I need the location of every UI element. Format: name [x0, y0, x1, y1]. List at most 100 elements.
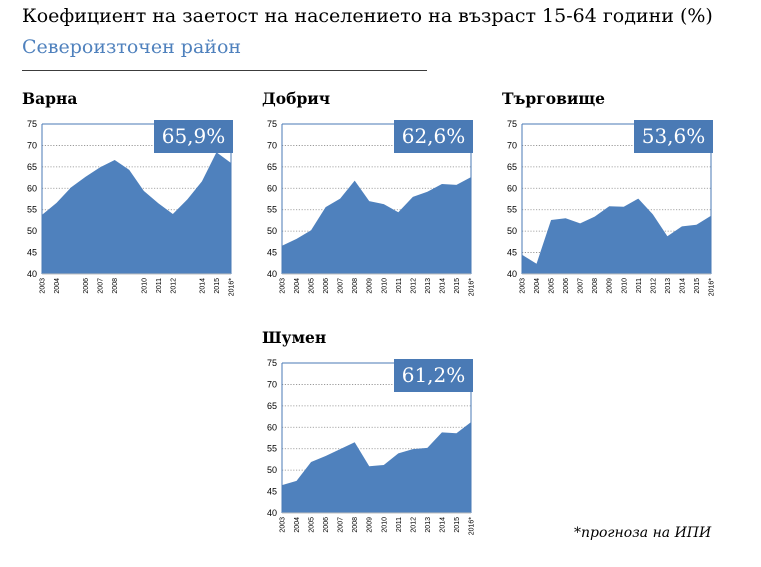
value-badge-label: 65,9% — [162, 124, 226, 148]
y-tick-label: 65 — [27, 162, 37, 172]
chart-svg: Варна 40 45 50 55 60 65 70 75 2003 2004 2006 2007 200… — [22, 89, 236, 297]
x-tick-label: 2009 — [367, 517, 374, 533]
x-tick-label: 2010 — [141, 278, 148, 294]
y-tick-label: 45 — [507, 248, 517, 258]
x-tick-label: 2016* — [469, 517, 476, 536]
x-tick-label: 2016* — [709, 278, 716, 297]
x-tick-label: 2008 — [592, 278, 599, 294]
x-tick-label: 2014 — [679, 278, 686, 294]
y-tick-label: 60 — [267, 183, 277, 193]
y-tick-label: 75 — [507, 119, 517, 129]
x-tick-label: 2013 — [425, 278, 432, 294]
x-tick-label: 2015 — [454, 517, 461, 533]
x-tick-label: 2016* — [229, 278, 236, 297]
x-tick-label: 2010 — [381, 278, 388, 294]
footnote: *прогноза на ИПИ — [574, 525, 712, 541]
value-badge — [634, 120, 713, 153]
chart-shumen: Шумен 40 45 50 55 60 65 70 75 2003 2004 2005 2006 200… — [262, 325, 492, 565]
x-tick-label: 2006 — [83, 278, 90, 294]
chart-dobrich: Добрич 40 45 50 55 60 65 70 75 2003 2004 2005 2006 20… — [262, 86, 492, 326]
value-badge — [154, 120, 233, 153]
x-tick-label: 2015 — [694, 278, 701, 294]
chart-svg: Търговище 40 45 50 55 60 65 70 75 2003 2004 2005 200… — [502, 89, 716, 297]
area-series — [282, 422, 471, 513]
x-tick-label: 2008 — [112, 278, 119, 294]
y-tick-label: 40 — [267, 508, 277, 518]
x-tick-label: 2012 — [410, 517, 417, 533]
x-tick-label: 2010 — [621, 278, 628, 294]
y-tick-label: 55 — [267, 205, 277, 215]
y-tick-label: 70 — [507, 140, 517, 150]
y-tick-label: 40 — [267, 269, 277, 279]
x-tick-label: 2011 — [636, 278, 643, 293]
y-tick-label: 60 — [267, 422, 277, 432]
y-tick-label: 50 — [27, 226, 37, 236]
chart-title: Варна — [22, 89, 77, 108]
x-tick-label: 2007 — [338, 517, 345, 533]
x-tick-label: 2013 — [665, 278, 672, 294]
x-tick-label: 2014 — [439, 278, 446, 294]
x-tick-label: 2006 — [323, 278, 330, 294]
x-tick-label: 2014 — [439, 517, 446, 533]
area-series — [522, 198, 711, 274]
y-tick-label: 50 — [267, 465, 277, 475]
y-tick-label: 70 — [27, 140, 37, 150]
x-tick-label: 2011 — [396, 517, 403, 532]
x-tick-label: 2004 — [534, 278, 541, 294]
x-tick-label: 2011 — [396, 278, 403, 293]
y-tick-label: 70 — [267, 140, 277, 150]
x-tick-label: 2003 — [280, 517, 287, 533]
y-tick-label: 70 — [267, 379, 277, 389]
x-tick-label: 2015 — [214, 278, 221, 294]
chart-varna: Варна 40 45 50 55 60 65 70 75 2003 2004 2006 2007 200… — [22, 86, 252, 326]
area-series — [42, 152, 231, 274]
value-badge-label: 53,6% — [642, 124, 706, 148]
x-tick-label: 2009 — [367, 278, 374, 294]
x-tick-label: 2003 — [280, 278, 287, 294]
y-tick-label: 45 — [27, 248, 37, 258]
x-tick-label: 2012 — [170, 278, 177, 294]
x-tick-label: 2008 — [352, 517, 359, 533]
y-tick-label: 50 — [267, 226, 277, 236]
y-tick-label: 60 — [507, 183, 517, 193]
x-tick-label: 2003 — [520, 278, 527, 294]
y-tick-label: 75 — [267, 119, 277, 129]
chart-svg: Шумен 40 45 50 55 60 65 70 75 2003 2004 2005 2006 200… — [262, 328, 476, 536]
x-tick-label: 2004 — [294, 278, 301, 294]
x-tick-label: 2010 — [381, 517, 388, 533]
y-tick-label: 75 — [27, 119, 37, 129]
y-tick-label: 65 — [267, 162, 277, 172]
chart-title: Добрич — [262, 89, 330, 108]
value-badge-label: 62,6% — [402, 124, 466, 148]
x-tick-label: 2007 — [98, 278, 105, 294]
x-tick-label: 2012 — [650, 278, 657, 294]
value-badge — [394, 359, 473, 392]
y-tick-label: 40 — [507, 269, 517, 279]
chart-title: Шумен — [262, 328, 326, 347]
x-tick-label: 2003 — [40, 278, 47, 294]
x-tick-label: 2014 — [199, 278, 206, 294]
value-badge-label: 61,2% — [402, 363, 466, 387]
x-tick-label: 2007 — [338, 278, 345, 294]
x-tick-label: 2005 — [309, 517, 316, 533]
x-tick-label: 2007 — [578, 278, 585, 294]
x-tick-label: 2006 — [563, 278, 570, 294]
x-tick-label: 2004 — [294, 517, 301, 533]
chart-title: Търговище — [502, 89, 605, 108]
chart-svg: Добрич 40 45 50 55 60 65 70 75 2003 2004 2005 2006 20… — [262, 89, 476, 297]
title-divider — [22, 70, 427, 71]
x-tick-label: 2008 — [352, 278, 359, 294]
y-tick-label: 65 — [507, 162, 517, 172]
page-subtitle: Североизточен район — [22, 36, 242, 58]
y-tick-label: 55 — [267, 444, 277, 454]
area-series — [282, 177, 471, 274]
y-tick-label: 45 — [267, 248, 277, 258]
x-tick-label: 2011 — [156, 278, 163, 293]
y-tick-label: 40 — [27, 269, 37, 279]
value-badge — [394, 120, 473, 153]
chart-targovishte: Търговище 40 45 50 55 60 65 70 75 2003 2004 2005 200… — [502, 86, 732, 326]
x-tick-label: 2016* — [469, 278, 476, 297]
y-tick-label: 45 — [267, 487, 277, 497]
page-title: Коефициент на заетост на населението на … — [22, 5, 713, 27]
x-tick-label: 2012 — [410, 278, 417, 294]
